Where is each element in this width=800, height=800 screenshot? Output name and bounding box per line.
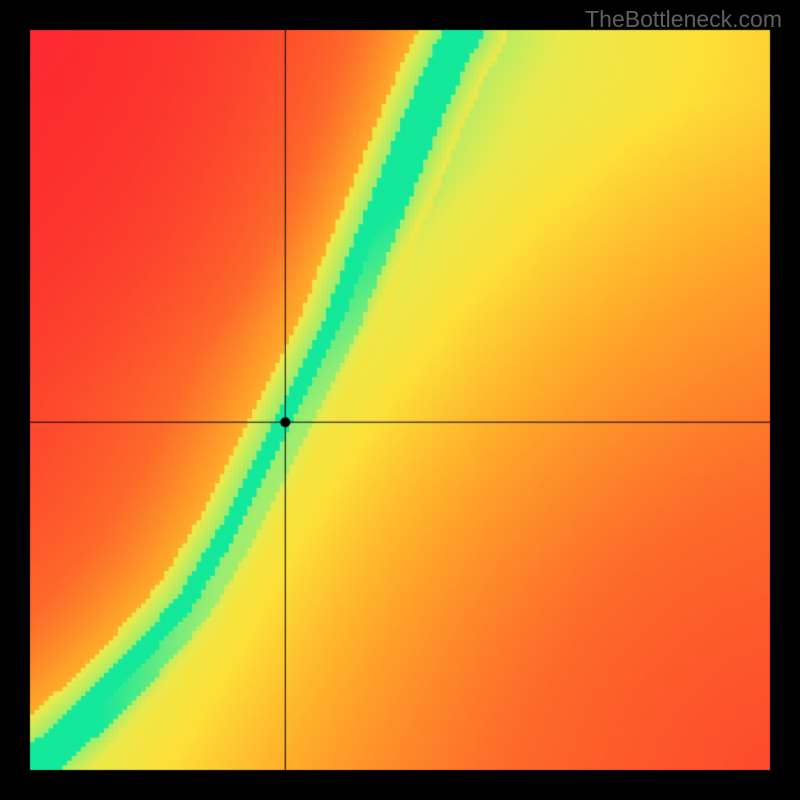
- watermark-text: TheBottleneck.com: [585, 6, 782, 33]
- bottleneck-heatmap: [0, 0, 800, 800]
